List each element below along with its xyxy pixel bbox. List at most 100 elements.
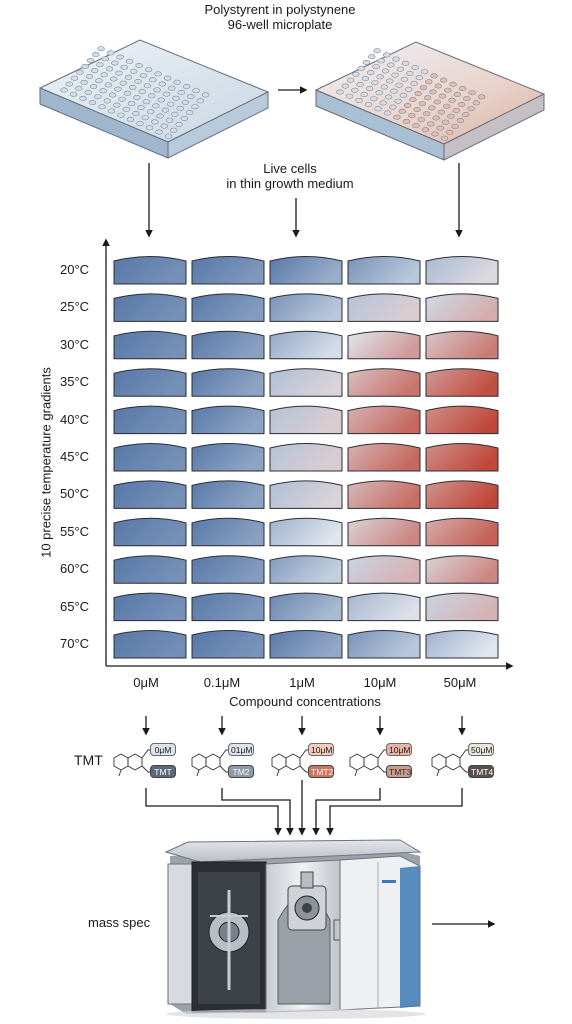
heatmap-cell bbox=[191, 443, 265, 472]
temperature-label: 40°C bbox=[60, 411, 90, 427]
heatmap-cell bbox=[269, 555, 343, 584]
concentration-label: 1μM bbox=[289, 675, 315, 690]
heatmap-cell bbox=[269, 443, 343, 472]
heatmap-cell bbox=[113, 443, 187, 472]
tmt-tag-chip: TM2 bbox=[228, 765, 254, 778]
tmt-tag-chip: TMT bbox=[150, 765, 176, 778]
microplate-icon bbox=[38, 39, 270, 159]
temperature-label: 50°C bbox=[60, 486, 90, 502]
heatmap-cell bbox=[191, 405, 265, 435]
heatmap-cell bbox=[425, 293, 499, 322]
heatmap-cell bbox=[425, 330, 499, 360]
heatmap-cell bbox=[191, 256, 265, 285]
heatmap-cell bbox=[425, 517, 499, 547]
heatmap-cell bbox=[113, 256, 187, 285]
concentration-label: 0μM bbox=[133, 675, 159, 690]
x-axis-label: Compound concentrations bbox=[229, 694, 381, 709]
heatmap-cell bbox=[113, 592, 187, 622]
heatmap-cell bbox=[269, 405, 343, 435]
heatmap-cell bbox=[191, 368, 265, 397]
heatmap-cell bbox=[269, 592, 343, 622]
heatmap-cell bbox=[113, 368, 187, 397]
tmt-dose-chip: 10μM bbox=[386, 743, 412, 756]
tmt-molecule-icon bbox=[271, 749, 308, 777]
plate-title-line2: 96-well microplate bbox=[227, 17, 333, 32]
mass-spec-label: mass spec bbox=[88, 915, 151, 930]
heatmap-cell bbox=[347, 330, 421, 360]
medium-caption: Live cells in thin growth medium bbox=[180, 161, 400, 191]
tmt-label: TMT bbox=[74, 752, 103, 768]
tmt-dose-chip: 50μM bbox=[468, 743, 494, 756]
tmt-tag-chip: TMT2 bbox=[308, 765, 334, 778]
heatmap-cell bbox=[113, 293, 187, 322]
heatmap-cell bbox=[113, 630, 187, 659]
temperature-label: 30°C bbox=[60, 336, 90, 352]
heatmap-cell bbox=[113, 330, 187, 360]
heatmap-cell bbox=[425, 630, 499, 659]
temperature-label: 70°C bbox=[60, 636, 90, 651]
heatmap-cell bbox=[191, 630, 265, 659]
temperature-label: 35°C bbox=[60, 374, 90, 390]
temperature-label: 65°C bbox=[60, 598, 90, 614]
heatmap-cell bbox=[425, 480, 499, 509]
tmt-tag-chip: TMT4 bbox=[468, 765, 494, 778]
heatmap-cell bbox=[113, 555, 187, 584]
heatmap-cell bbox=[191, 293, 265, 322]
heatmap-cell bbox=[191, 330, 265, 360]
heatmap-cell bbox=[191, 555, 265, 584]
heatmap-cell bbox=[347, 256, 421, 285]
tmt-molecule-icon bbox=[113, 749, 150, 777]
temperature-label: 60°C bbox=[60, 561, 90, 577]
heatmap-cell bbox=[425, 256, 499, 285]
concentration-label: 50μM bbox=[443, 675, 477, 690]
heatmap-cell bbox=[347, 592, 421, 622]
concentration-label: 10μM bbox=[363, 675, 397, 690]
temperature-label: 25°C bbox=[60, 299, 90, 315]
heatmap-cell bbox=[269, 368, 343, 397]
tmt-tag-chip: TMT3 bbox=[386, 765, 412, 778]
heatmap-cell bbox=[347, 293, 421, 322]
tmt-molecule-icon bbox=[191, 749, 228, 777]
heatmap-cell bbox=[425, 368, 499, 397]
tmt-dose-chip: 10μM bbox=[308, 743, 334, 756]
heatmap-cell bbox=[113, 517, 187, 547]
heatmap-cell bbox=[269, 630, 343, 659]
heatmap-cell bbox=[347, 368, 421, 397]
temperature-label: 55°C bbox=[60, 523, 90, 539]
heatmap-cell bbox=[191, 592, 265, 622]
heatmap-cell bbox=[347, 405, 421, 435]
temperature-label: 20°C bbox=[60, 262, 90, 277]
microplate-treated-icon bbox=[314, 41, 546, 161]
heatmap-cell bbox=[425, 405, 499, 435]
concentration-label: 0.1μM bbox=[203, 675, 241, 690]
heatmap-cell bbox=[425, 592, 499, 622]
temperature-label: 45°C bbox=[60, 449, 90, 464]
heatmap-cell bbox=[113, 480, 187, 509]
plate-title: Polystyrent in polystynene 96-well micro… bbox=[150, 2, 410, 32]
heatmap-cell bbox=[347, 630, 421, 659]
heatmap-cell bbox=[347, 480, 421, 509]
heatmap-cell bbox=[269, 293, 343, 322]
heatmap-cell bbox=[113, 405, 187, 435]
plate-title-line1: Polystyrent in polystynene bbox=[204, 2, 356, 17]
tmt-molecule-icon bbox=[431, 749, 468, 777]
arrows-to-tmt bbox=[142, 716, 466, 736]
medium-caption-line1: Live cells bbox=[263, 161, 317, 176]
heatmap-cell bbox=[425, 443, 499, 472]
tmt-dose-chip: 0μM bbox=[150, 743, 176, 756]
merge-arrows bbox=[145, 780, 463, 836]
heatmap-cell bbox=[269, 256, 343, 285]
heatmap-cell bbox=[347, 443, 421, 472]
heatmap-cell bbox=[191, 517, 265, 547]
heatmap-cell bbox=[347, 555, 421, 584]
y-axis-label: 10 precise temperature gradients bbox=[38, 367, 54, 558]
mass-spectrometer-icon bbox=[164, 839, 426, 1019]
heatmap-cell bbox=[191, 480, 265, 509]
heatmap-cell bbox=[269, 480, 343, 509]
tmt-dose-chip: 01μM bbox=[228, 743, 254, 756]
heatmap-cell bbox=[347, 517, 421, 547]
heatmap-cell bbox=[425, 555, 499, 584]
heatmap-grid bbox=[113, 256, 499, 659]
heatmap-cell bbox=[269, 517, 343, 547]
